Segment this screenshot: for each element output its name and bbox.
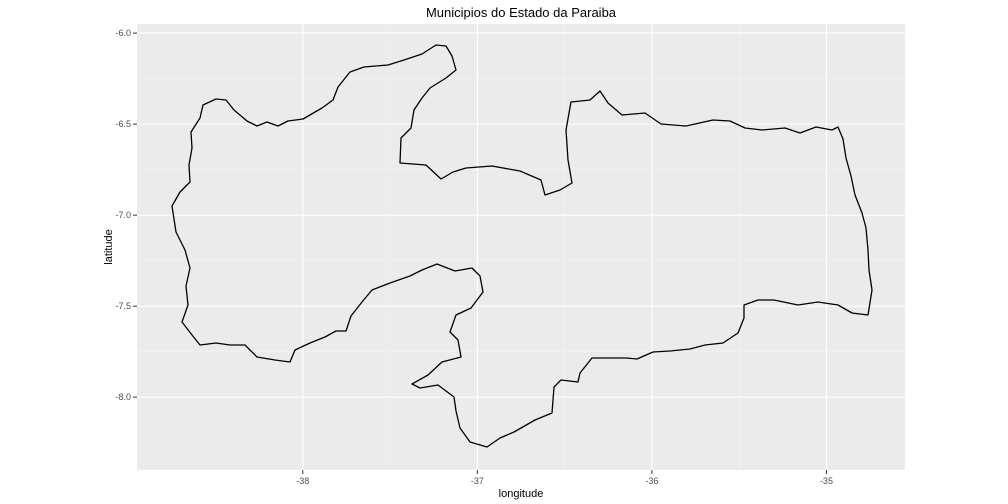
x-axis-label: longitude bbox=[499, 488, 544, 500]
gridlines bbox=[137, 24, 905, 470]
y-axis-label: latitude bbox=[103, 229, 115, 264]
axes: -38 -37 -36 -35 -6.0 -6.5 -7.0 -7.5 -8.0 bbox=[115, 28, 832, 486]
y-tick-label: -7.0 bbox=[115, 210, 131, 220]
y-tick-label: -6.5 bbox=[115, 119, 131, 129]
x-tick-label: -36 bbox=[645, 476, 658, 486]
state-border bbox=[171, 44, 873, 448]
y-tick-label: -6.0 bbox=[115, 28, 131, 38]
panel-background bbox=[137, 24, 905, 470]
y-tick-label: -8.0 bbox=[115, 392, 131, 402]
x-tick-label: -38 bbox=[296, 476, 309, 486]
x-tick-label: -37 bbox=[471, 476, 484, 486]
x-tick-label: -35 bbox=[820, 476, 833, 486]
y-tick-label: -7.5 bbox=[115, 301, 131, 311]
chart-title: Municipios do Estado da Paraiba bbox=[426, 5, 617, 20]
municipality-map bbox=[171, 44, 873, 448]
